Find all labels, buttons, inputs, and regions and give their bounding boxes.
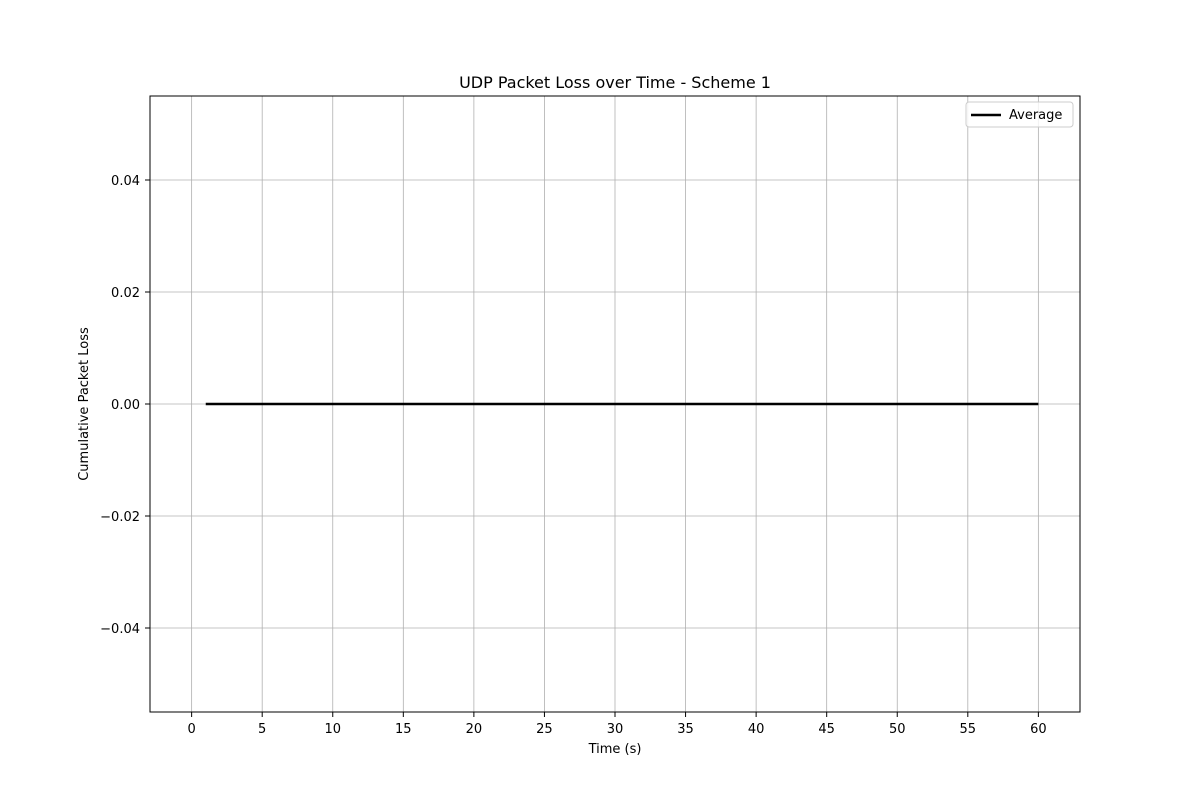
x-tick-label: 35 xyxy=(677,722,694,737)
y-tick-label: 0.00 xyxy=(111,398,140,413)
chart-title: UDP Packet Loss over Time - Scheme 1 xyxy=(459,73,771,92)
x-tick-label: 20 xyxy=(466,722,483,737)
y-tick-label: 0.04 xyxy=(111,174,140,189)
x-tick-label: 60 xyxy=(1030,722,1047,737)
x-tick-label: 5 xyxy=(258,722,266,737)
x-tick-label: 55 xyxy=(960,722,977,737)
y-tick-label: 0.02 xyxy=(111,286,140,301)
x-tick-label: 10 xyxy=(324,722,341,737)
x-tick-label: 50 xyxy=(889,722,906,737)
legend-box xyxy=(965,101,1074,128)
x-tick-label: 45 xyxy=(818,722,835,737)
x-tick-label: 15 xyxy=(395,722,412,737)
y-tick-label: −0.02 xyxy=(100,510,140,525)
y-axis-title: Cumulative Packet Loss xyxy=(77,327,92,481)
legend: Average xyxy=(965,101,1074,128)
x-tick-label: 30 xyxy=(607,722,624,737)
x-tick-label: 25 xyxy=(536,722,553,737)
x-tick-label: 0 xyxy=(187,722,195,737)
tick-layer: 0 5 10 15 20 25 30 35 40 45 50 55 60 −0.04 −0.02 0.00 0.… xyxy=(100,174,1046,737)
x-axis-title: Time (s) xyxy=(588,742,642,757)
legend-label-average: Average xyxy=(1009,108,1062,123)
y-tick-label: −0.04 xyxy=(100,622,140,637)
x-tick-label: 40 xyxy=(748,722,765,737)
